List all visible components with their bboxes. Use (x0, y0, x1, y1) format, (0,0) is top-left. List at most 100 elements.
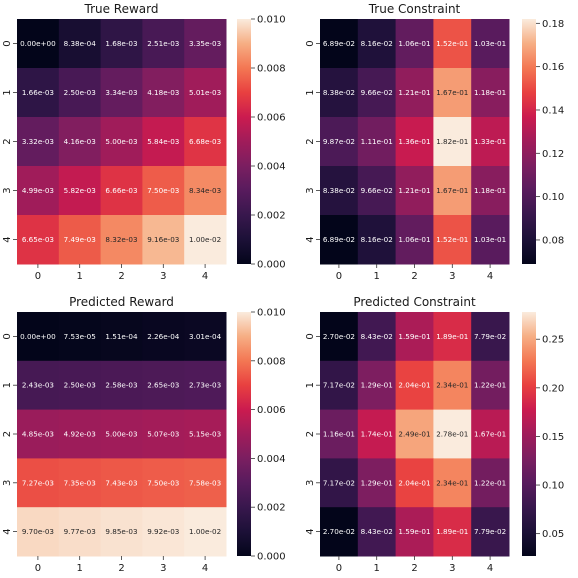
heatmap-cell (471, 458, 510, 508)
cell-value-label: 9.85e-03 (105, 527, 137, 536)
heatmap-cell (433, 19, 472, 69)
cell-value-label: 9.92e-03 (147, 527, 179, 536)
cell-value-label: 0.00e+00 (20, 332, 56, 341)
heatmap-cell (320, 215, 359, 265)
cell-value-label: 1.22e-01 (474, 478, 506, 487)
x-tick-label: 1 (374, 271, 380, 282)
cell-value-label: 9.87e-02 (323, 137, 355, 146)
x-tick-label: 3 (449, 271, 455, 282)
cell-value-label: 2.04e-01 (398, 381, 430, 390)
heatmap-cell (357, 215, 397, 265)
cell-value-label: 2.04e-01 (398, 478, 430, 487)
heatmap-cell (17, 312, 60, 362)
heatmap-cell (142, 215, 185, 265)
heatmap-cell (17, 360, 60, 411)
cell-value-label: 1.52e-01 (436, 235, 468, 244)
cell-value-label: 7.53e-05 (64, 332, 96, 341)
cell-value-label: 2.70e-02 (323, 527, 355, 536)
cell-value-label: 4.92e-03 (64, 430, 96, 439)
cell-value-label: 9.66e-02 (361, 186, 393, 195)
heatmap-cell (395, 68, 434, 118)
cell-value-label: 1.29e-01 (361, 381, 393, 390)
heatmap-cell (58, 409, 102, 459)
cell-value-label: 1.21e-01 (398, 186, 430, 195)
cell-value-label: 5.00e-03 (105, 430, 137, 439)
heatmap-cell (17, 19, 60, 69)
heatmap-cell (184, 507, 227, 557)
y-tick-label: 2 (2, 431, 13, 437)
heatmap-cell (184, 215, 227, 265)
cell-value-label: 2.51e-03 (147, 39, 179, 48)
x-tick-label: 3 (160, 563, 166, 574)
heatmap-cell (100, 360, 143, 411)
panel-title: Predicted Reward (69, 295, 174, 309)
colorbar-tick-label: 0.004 (257, 454, 286, 465)
colorbar (237, 19, 251, 264)
y-tick-label: 0 (2, 40, 13, 46)
y-tick-label: 3 (2, 187, 13, 193)
heatmap-cell (184, 166, 227, 216)
heatmap-cell (100, 507, 143, 557)
y-tick-label: 3 (2, 480, 13, 486)
x-tick-label: 4 (487, 271, 493, 282)
y-tick-label: 4 (305, 236, 316, 242)
x-tick-label: 4 (487, 563, 493, 574)
cell-value-label: 7.27e-03 (22, 478, 54, 487)
cell-value-label: 2.43e-03 (22, 381, 54, 390)
y-tick-label: 2 (2, 138, 13, 144)
y-tick-label: 1 (2, 89, 13, 95)
cell-value-label: 6.66e-03 (105, 186, 137, 195)
x-tick-label: 2 (118, 563, 124, 574)
x-tick-label: 2 (411, 271, 417, 282)
cell-value-label: 3.35e-03 (189, 39, 221, 48)
cell-value-label: 1.22e-01 (474, 381, 506, 390)
heatmap-cell (320, 19, 359, 69)
cell-value-label: 1.00e-02 (189, 527, 221, 536)
heatmap-cell (433, 507, 472, 557)
cell-value-label: 1.52e-01 (436, 39, 468, 48)
colorbar-tick-label: 0.10 (542, 481, 564, 492)
panel-title: True Constraint (368, 2, 461, 16)
heatmap-cell (471, 19, 510, 69)
heatmap-cell (100, 117, 143, 167)
cell-value-label: 5.82e-03 (64, 186, 96, 195)
cell-value-label: 2.70e-02 (323, 332, 355, 341)
cell-value-label: 4.85e-03 (22, 430, 54, 439)
heatmap-panel-3: Predicted Constraint 2.70e-02 8.43e-02 1.59… (305, 295, 564, 574)
cell-value-label: 6.89e-02 (323, 235, 355, 244)
heatmap-cell (320, 360, 359, 411)
cell-value-label: 1.00e-02 (189, 235, 221, 244)
cell-value-label: 8.38e-04 (64, 39, 97, 48)
cell-value-label: 2.65e-03 (147, 381, 179, 390)
cell-value-label: 8.38e-02 (323, 88, 355, 97)
heatmap-cell (142, 117, 185, 167)
x-tick-label: 0 (35, 271, 41, 282)
cell-value-label: 2.73e-03 (189, 381, 221, 390)
heatmap-cell (471, 215, 510, 265)
heatmap-cell (184, 409, 227, 459)
x-tick-label: 1 (77, 563, 83, 574)
heatmap-cell (320, 166, 359, 216)
heatmap-cell (395, 166, 434, 216)
y-tick-label: 1 (2, 382, 13, 388)
y-tick-label: 3 (305, 187, 316, 193)
cell-value-label: 2.49e-01 (398, 430, 430, 439)
colorbar-tick-label: 0.08 (542, 235, 564, 246)
colorbar-tick-label: 0.002 (257, 503, 286, 514)
x-tick-label: 1 (374, 563, 380, 574)
cell-value-label: 7.43e-03 (105, 478, 137, 487)
x-tick-label: 3 (449, 563, 455, 574)
x-tick-label: 2 (411, 563, 417, 574)
cell-value-label: 1.16e-01 (323, 430, 355, 439)
heatmap-cell (320, 507, 359, 557)
heatmap-cell (184, 68, 227, 118)
heatmap-cell (357, 458, 397, 508)
cell-value-label: 4.18e-03 (147, 88, 179, 97)
cell-value-label: 2.50e-03 (64, 381, 96, 390)
heatmap-cell (433, 166, 472, 216)
colorbar-tick-label: 0.006 (257, 405, 286, 416)
heatmap-cell (433, 68, 472, 118)
heatmap-cell (395, 507, 434, 557)
heatmap-cell (433, 360, 472, 411)
heatmap-cell (395, 360, 434, 411)
